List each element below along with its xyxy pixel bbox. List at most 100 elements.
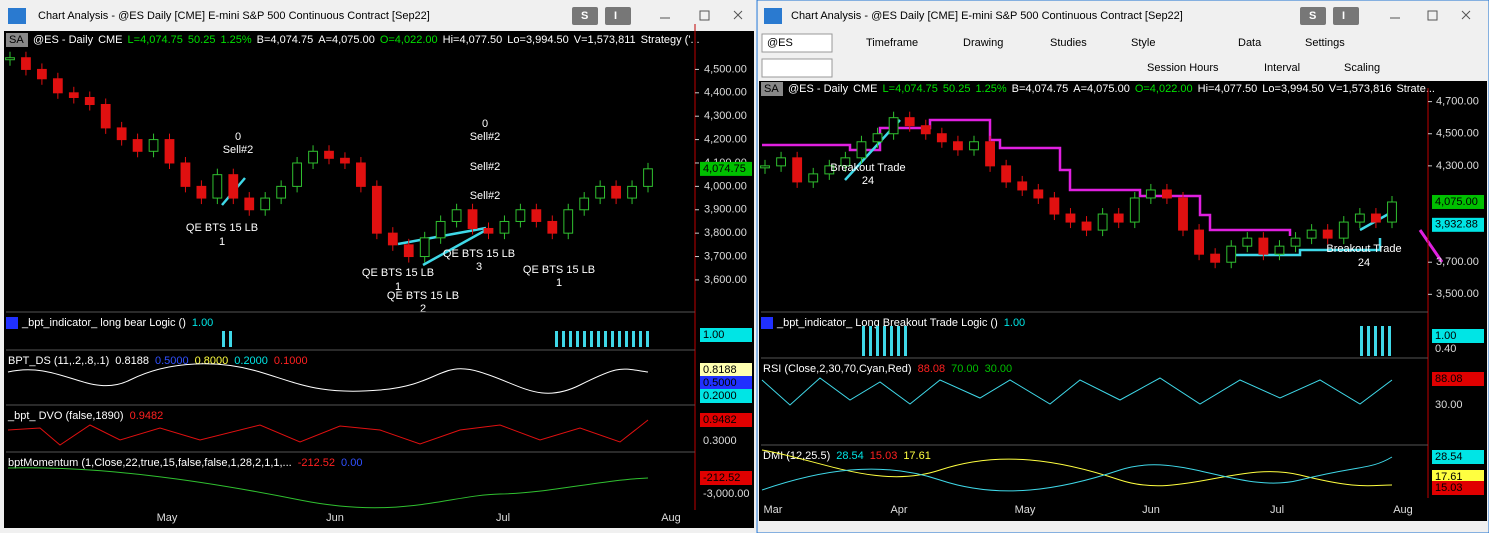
toolbar-item[interactable]: Interval [1264,62,1300,74]
indicator-bar [597,331,600,347]
header-field: @ES - Daily [33,34,94,46]
value-marker [700,328,752,342]
value-marker [1432,470,1484,484]
toolbar-item[interactable]: Scaling [1344,62,1380,74]
menu-button[interactable] [1300,7,1326,25]
pane-field: BPT_DS (11,.2,.8,.1) [8,355,109,367]
header-field: @ES - Daily [788,83,849,95]
candle [985,141,995,167]
indicator-line [7,363,649,394]
pane-field: 1.00 [192,317,213,329]
pane-axis-label: 1.00 [1435,330,1456,342]
value-marker [700,363,752,377]
toolbar-item[interactable]: Style [1131,37,1155,49]
candle [1113,213,1124,223]
candle [5,57,15,61]
header-field: Hi=4,077.50 [1198,83,1258,95]
input-box[interactable] [761,58,833,78]
price-label: 4,300.00 [1436,160,1479,172]
header-field: A=4,075.00 [318,34,375,46]
symbol-input[interactable]: @ES [767,37,793,49]
candle [1033,189,1044,199]
indicator-bar [862,326,865,356]
indicator-bar [618,331,621,347]
month-label: Aug [1393,504,1413,516]
right-chart-bg [759,81,1487,521]
pane-icon [761,317,773,329]
candle [451,209,462,222]
toolbar-item[interactable]: Drawing [963,37,1003,49]
indicator-bar [632,331,635,347]
indicator-line [761,449,1393,487]
header-field: CME [853,83,877,95]
pane-axis-label: 28.54 [1435,451,1463,463]
price-label: 3,800.00 [704,227,747,239]
pane-field: 0.1000 [274,355,308,367]
header-field: Lo=3,994.50 [507,34,568,46]
toolbar-item[interactable]: Session Hours [1147,62,1219,74]
pane-axis-label: 0.2000 [703,390,737,402]
value-marker [1432,481,1484,495]
candle [1001,165,1012,183]
tag: SA [764,83,779,95]
annotation: Sell#2 [470,190,501,202]
annotation: Sell#2 [223,144,254,156]
indicator-line [761,377,1393,406]
candle [776,157,786,167]
candle [1194,229,1204,255]
pane-axis-label: 15.03 [1435,482,1463,494]
month-label: Mar [764,504,783,516]
indicator-bar [883,326,886,356]
candle [68,92,79,98]
price-label: 3,700.00 [704,250,747,262]
candle [21,57,31,70]
annotation: 0 [482,118,488,130]
indicator-bar [583,331,586,347]
pane-label: _bpt_ DVO (false,1890) 0.9482 [7,410,163,422]
symbol-box[interactable] [761,33,833,53]
annotation: Sell#2 [470,161,501,173]
header-field: 1.25% [975,83,1006,95]
candle [292,162,302,187]
window-title: Chart Analysis - @ES Daily [CME] E-mini … [791,10,1183,22]
candle [1306,229,1317,239]
candle [387,232,398,246]
candle [228,174,239,199]
menu-button[interactable] [572,7,598,25]
candle [340,157,350,164]
candle [1338,221,1349,239]
pane-field: 0.8188 [115,355,149,367]
menu-button-label[interactable]: I [1342,10,1345,22]
toolbar [759,31,1487,81]
pane-axis-label: 0.5000 [703,377,737,389]
candle [180,162,191,187]
menu-button[interactable] [605,7,631,25]
pane-field: 15.03 [870,450,898,462]
candle [52,78,63,94]
menu-button[interactable] [1333,7,1359,25]
toolbar-item[interactable]: Settings [1305,37,1345,49]
pane-axis-label: 0.9482 [703,414,737,426]
pane-field: bptMomentum (1,Close,22,true,15,false,fa… [8,457,292,469]
month-label: Jul [1270,504,1284,516]
candle [212,174,223,199]
pane-label: RSI (Close,2,30,70,Cyan,Red) 88.08 70.00 30… [763,363,1012,375]
pane-label: BPT_DS (11,.2,.8,.1) 0.8188 0.5000 0.8000 0.… [8,355,308,367]
menu-button-label[interactable]: S [581,10,588,22]
toolbar-item[interactable]: Data [1238,37,1262,49]
candle [531,209,542,222]
candle [435,220,446,239]
candle [953,141,963,151]
header-field: CME [98,34,122,46]
candle [824,165,835,175]
indicator-bar [890,326,893,356]
candle [1274,245,1285,255]
menu-button-label[interactable]: S [1309,10,1316,22]
annotation: 1 [219,236,225,248]
candle [808,173,819,183]
candle [1081,221,1092,231]
toolbar-item[interactable]: Timeframe [866,37,918,49]
menu-button-label[interactable]: I [614,10,617,22]
toolbar-item[interactable]: Studies [1050,37,1087,49]
candle [1290,237,1301,247]
